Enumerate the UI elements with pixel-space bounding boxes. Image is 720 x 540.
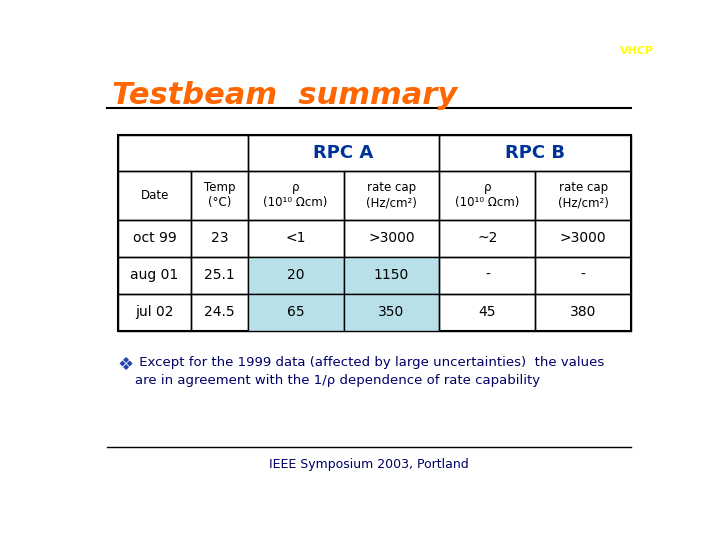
Text: 380: 380 <box>570 305 596 319</box>
Text: 24.5: 24.5 <box>204 305 235 319</box>
Bar <box>192 294 248 331</box>
Text: LHCb: LHCb <box>619 23 655 36</box>
Text: ρ
(10¹⁰ Ωcm): ρ (10¹⁰ Ωcm) <box>264 181 328 209</box>
Text: jul 02: jul 02 <box>135 305 174 319</box>
Bar <box>343 171 439 220</box>
Bar <box>118 136 248 171</box>
Text: RPC B: RPC B <box>505 144 565 162</box>
Text: RPC A: RPC A <box>313 144 374 162</box>
Bar <box>248 256 343 294</box>
Text: >3000: >3000 <box>560 231 607 245</box>
Text: 1150: 1150 <box>374 268 409 282</box>
Bar <box>343 294 439 331</box>
Text: aug 01: aug 01 <box>130 268 179 282</box>
Text: 23: 23 <box>211 231 228 245</box>
Bar <box>536 220 631 256</box>
Bar <box>118 171 192 220</box>
Bar <box>536 294 631 331</box>
Text: Testbeam  summary: Testbeam summary <box>112 82 458 111</box>
Text: 45: 45 <box>479 305 496 319</box>
Text: VHCP: VHCP <box>620 46 654 56</box>
Text: ❖: ❖ <box>118 356 134 374</box>
Text: -: - <box>485 268 490 282</box>
Bar <box>536 171 631 220</box>
Bar <box>248 171 343 220</box>
Bar <box>192 171 248 220</box>
Bar <box>343 220 439 256</box>
Text: 350: 350 <box>379 305 405 319</box>
Text: oct 99: oct 99 <box>132 231 176 245</box>
Text: Date: Date <box>140 188 168 201</box>
Text: ρ
(10¹⁰ Ωcm): ρ (10¹⁰ Ωcm) <box>455 181 520 209</box>
Text: >3000: >3000 <box>368 231 415 245</box>
Bar <box>118 220 192 256</box>
Bar <box>192 256 248 294</box>
Bar <box>343 256 439 294</box>
Text: ~2: ~2 <box>477 231 498 245</box>
Bar <box>248 220 343 256</box>
Text: -: - <box>581 268 586 282</box>
Text: <1: <1 <box>285 231 306 245</box>
Bar <box>118 136 631 331</box>
Bar <box>439 256 536 294</box>
Text: IEEE Symposium 2003, Portland: IEEE Symposium 2003, Portland <box>269 458 469 471</box>
Bar <box>192 220 248 256</box>
Bar <box>248 294 343 331</box>
Bar <box>118 294 192 331</box>
Text: Temp
(°C): Temp (°C) <box>204 181 235 209</box>
Text: rate cap
(Hz/cm²): rate cap (Hz/cm²) <box>366 181 417 209</box>
Text: 65: 65 <box>287 305 305 319</box>
Bar <box>439 294 536 331</box>
Text: 20: 20 <box>287 268 305 282</box>
Text: rate cap
(Hz/cm²): rate cap (Hz/cm²) <box>558 181 608 209</box>
Bar <box>118 256 192 294</box>
Bar <box>439 171 536 220</box>
Bar <box>248 136 439 171</box>
Text: 25.1: 25.1 <box>204 268 235 282</box>
Text: Except for the 1999 data (affected by large uncertainties)  the values
are in ag: Except for the 1999 data (affected by la… <box>135 356 604 387</box>
Bar <box>536 256 631 294</box>
Bar <box>439 136 631 171</box>
Bar <box>439 220 536 256</box>
